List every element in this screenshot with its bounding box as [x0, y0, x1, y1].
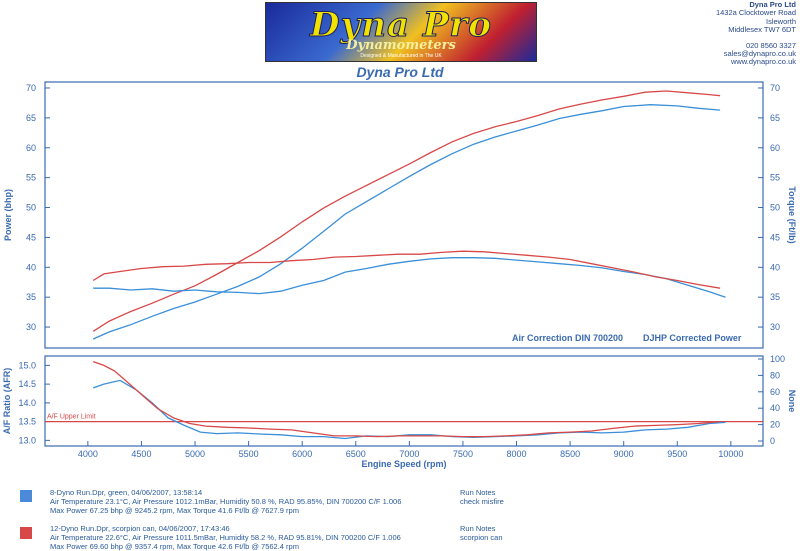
y2-tick-label: 50: [770, 203, 780, 213]
x-tick-label: 9000: [614, 449, 634, 459]
x-tick-label: 8000: [507, 449, 527, 459]
company-name: Dyna Pro Ltd: [749, 0, 796, 9]
x-tick-label: 4500: [131, 449, 151, 459]
x-tick-label: 5000: [185, 449, 205, 459]
x-tick-label: 4000: [78, 449, 98, 459]
series-line: [92, 104, 721, 340]
chart-title: Dyna Pro Ltd: [356, 64, 444, 80]
y2-tick-label: 40: [770, 262, 780, 272]
x-tick-label: 7500: [453, 449, 473, 459]
series-line: [93, 257, 726, 298]
y-tick-label: 35: [26, 292, 36, 302]
y2-tick-label: 70: [770, 83, 780, 93]
x-tick-label: 7000: [399, 449, 419, 459]
none-tick-label: 20: [770, 420, 780, 430]
run12-conditions: Air Temperature 22.6°C, Air Pressure 101…: [50, 533, 401, 542]
series-line: [92, 90, 721, 332]
x-tick-label: 6000: [292, 449, 312, 459]
run8-swatch: [20, 490, 32, 502]
y2-axis-label: Torque (Ft/lb): [787, 186, 797, 243]
company-address: Dyna Pro Ltd 1432a Clocktower Road Islew…: [715, 0, 796, 67]
phone-number: 020 8560 3327: [745, 40, 796, 50]
x-tick-label: 6500: [346, 449, 366, 459]
afr-tick-label: 14.5: [18, 379, 36, 389]
y2-tick-label: 45: [770, 232, 780, 242]
y-tick-label: 45: [26, 232, 36, 242]
run12-notes-title: Run Notes: [460, 524, 496, 533]
y2-tick-label: 65: [770, 113, 780, 123]
afr-series-line: [92, 379, 726, 440]
logo-main-text: Dyna Pro: [310, 5, 492, 46]
run12-title: 12-Dyno Run.Dpr, scorpion can, 04/06/200…: [50, 524, 230, 533]
x-tick-label: 9500: [667, 449, 687, 459]
x-tick-label: 5500: [239, 449, 259, 459]
none-tick-label: 60: [770, 387, 780, 397]
afr-tick-label: 13.0: [18, 435, 36, 445]
y-tick-label: 55: [26, 173, 36, 183]
email-address: sales@dynapro.co.uk: [723, 49, 796, 59]
air-correction-note: Air Correction DIN 700200: [512, 333, 623, 343]
y-axis-label: Power (bhp): [3, 189, 13, 241]
y-tick-label: 70: [26, 83, 36, 93]
y-tick-label: 65: [26, 113, 36, 123]
y2-tick-label: 35: [770, 292, 780, 302]
none-tick-label: 0: [770, 436, 775, 446]
series-line: [92, 250, 721, 289]
run12-max: Max Power 69.60 bhp @ 9357.4 rpm, Max To…: [50, 542, 299, 551]
run12-notes: Run Notes scorpion can: [460, 524, 503, 542]
afr-plot-frame: [44, 355, 764, 447]
address-line: Isleworth: [765, 16, 796, 26]
x-tick-label: 8500: [560, 449, 580, 459]
y-tick-label: 40: [26, 262, 36, 272]
none-tick-label: 80: [770, 370, 780, 380]
top-plot-frame: [44, 81, 764, 349]
run12-notes-text: scorpion can: [460, 533, 503, 542]
x-axis-label: Engine Speed (rpm): [361, 459, 446, 469]
run12-swatch: [20, 527, 32, 539]
afr-tick-label: 14.0: [18, 398, 36, 408]
none-axis-label: None: [787, 390, 797, 413]
run8-legend: 8-Dyno Run.Dpr, green, 04/06/2007, 13:58…: [50, 488, 401, 515]
y-tick-label: 60: [26, 143, 36, 153]
y2-tick-label: 55: [770, 173, 780, 183]
none-tick-label: 40: [770, 403, 780, 413]
none-tick-label: 100: [770, 354, 785, 364]
run8-notes: Run Notes check misfire: [460, 488, 504, 506]
afr-tick-label: 13.5: [18, 417, 36, 427]
y2-tick-label: 60: [770, 143, 780, 153]
y-tick-label: 50: [26, 203, 36, 213]
x-tick-label: 10000: [718, 449, 743, 459]
afr-series-line: [92, 360, 721, 438]
dyna-pro-logo: Dyna Pro Dynamometers Designed & Manufac…: [265, 2, 537, 62]
y2-tick-label: 30: [770, 322, 780, 332]
run8-max: Max Power 67.25 bhp @ 9245.2 rpm, Max To…: [50, 506, 299, 515]
logo-small-text: Designed & Manufactured in The UK: [360, 53, 442, 59]
address-line: Middlesex TW7 6DT: [728, 25, 796, 35]
afr-upper-limit-label: A/F Upper Limit: [47, 414, 96, 421]
website: www.dynapro.co.uk: [730, 57, 796, 67]
address-line: 1432a Clocktower Road: [715, 8, 796, 18]
run8-title: 8-Dyno Run.Dpr, green, 04/06/2007, 13:58…: [50, 488, 203, 497]
run8-notes-text: check misfire: [460, 497, 504, 506]
run8-notes-title: Run Notes: [460, 488, 496, 497]
run12-legend: 12-Dyno Run.Dpr, scorpion can, 04/06/200…: [50, 524, 401, 551]
run8-conditions: Air Temperature 23.1°C, Air Pressure 101…: [50, 497, 402, 506]
y-tick-label: 30: [26, 322, 36, 332]
logo-sub-text: Dynamometers: [346, 38, 456, 53]
afr-tick-label: 15.0: [18, 360, 36, 370]
power-correction-note: DJHP Corrected Power: [643, 333, 742, 343]
afr-axis-label: A/F Ratio (AFR): [2, 368, 12, 435]
